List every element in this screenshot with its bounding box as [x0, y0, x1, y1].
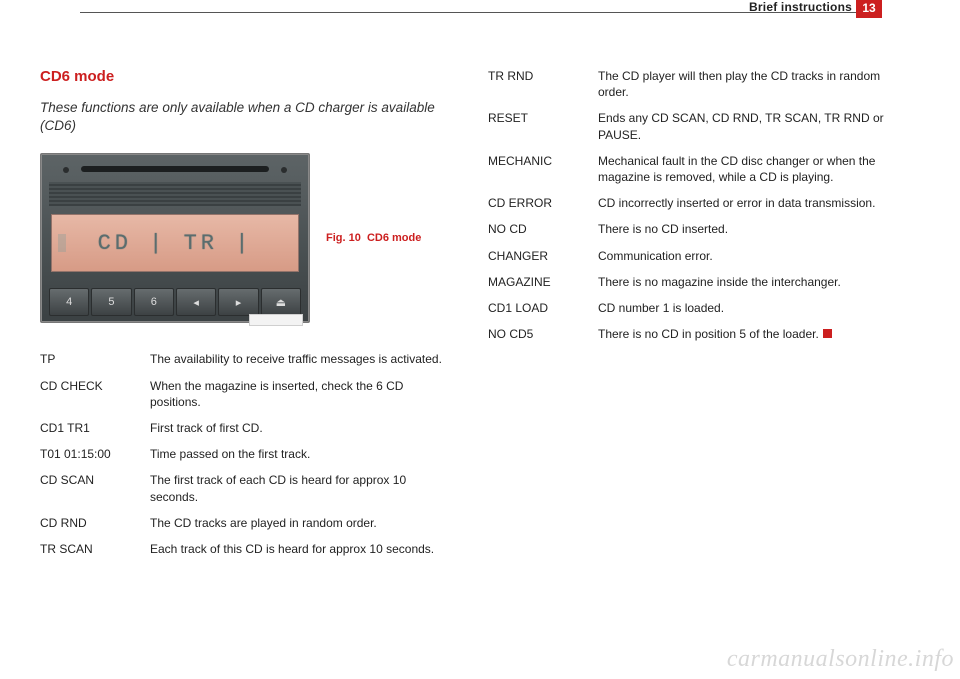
definition-term: CD SCAN — [40, 472, 150, 504]
definition-term: NO CD5 — [488, 326, 598, 342]
definition-description: CD number 1 is loaded. — [598, 300, 900, 316]
radio-button-prev: ◂ — [176, 288, 216, 316]
definition-description: There is no CD inserted. — [598, 221, 900, 237]
definition-description: Communication error. — [598, 248, 900, 264]
content-columns: CD6 mode These functions are only availa… — [40, 28, 920, 567]
radio-button-5: 5 — [91, 288, 131, 316]
definition-row: CD1 LOADCD number 1 is loaded. — [488, 300, 900, 316]
definition-term: T01 01:15:00 — [40, 446, 150, 462]
lead-text: These functions are only available when … — [40, 99, 452, 135]
radio-button-6: 6 — [134, 288, 174, 316]
definition-description: There is no CD in position 5 of the load… — [598, 326, 900, 342]
watermark: carmanualsonline.info — [727, 646, 954, 673]
definition-description: The first track of each CD is heard for … — [150, 472, 452, 504]
definition-description: Each track of this CD is heard for appro… — [150, 541, 452, 557]
definition-row: MECHANICMechanical fault in the CD disc … — [488, 153, 900, 185]
figure-caption-label: Fig. 10 — [326, 232, 361, 244]
page-header: Brief instructions 13 — [40, 0, 920, 28]
definition-term: MECHANIC — [488, 153, 598, 185]
section-title: CD6 mode — [40, 68, 452, 85]
definition-row: CD CHECKWhen the magazine is inserted, c… — [40, 378, 452, 410]
header-section-title: Brief instructions — [749, 0, 852, 14]
cd-slot — [81, 166, 269, 172]
definition-term: TR SCAN — [40, 541, 150, 557]
definition-description: The CD player will then play the CD trac… — [598, 68, 900, 100]
right-column: TR RNDThe CD player will then play the C… — [488, 68, 900, 567]
definition-row: TR RNDThe CD player will then play the C… — [488, 68, 900, 100]
radio-figure: CD | TR | 4 5 6 ◂ ▸ ⏏ — [40, 153, 310, 323]
definition-description: CD incorrectly inserted or error in data… — [598, 195, 900, 211]
left-definition-list: TPThe availability to receive traffic me… — [40, 351, 452, 557]
definition-term: CHANGER — [488, 248, 598, 264]
definition-description: Mechanical fault in the CD disc changer … — [598, 153, 900, 185]
definition-row: NO CD5There is no CD in position 5 of th… — [488, 326, 900, 342]
definition-row: CD SCANThe first track of each CD is hea… — [40, 472, 452, 504]
definition-description: The CD tracks are played in random order… — [150, 515, 452, 531]
lcd-text: CD | TR | — [98, 231, 253, 256]
definition-description: There is no magazine inside the intercha… — [598, 274, 900, 290]
definition-term: CD RND — [40, 515, 150, 531]
definition-row: CD1 TR1First track of first CD. — [40, 420, 452, 436]
definition-description: The availability to receive traffic mess… — [150, 351, 452, 367]
end-mark-icon — [823, 329, 832, 338]
definition-description: First track of first CD. — [150, 420, 452, 436]
definition-term: RESET — [488, 110, 598, 142]
definition-row: TPThe availability to receive traffic me… — [40, 351, 452, 367]
radio-buttons-row: 4 5 6 ◂ ▸ ⏏ — [49, 288, 301, 316]
screw-left — [63, 167, 69, 173]
radio-button-next: ▸ — [218, 288, 258, 316]
definition-term: TP — [40, 351, 150, 367]
left-column: CD6 mode These functions are only availa… — [40, 68, 452, 567]
definition-term: CD1 LOAD — [488, 300, 598, 316]
definition-term: TR RND — [488, 68, 598, 100]
definition-row: NO CDThere is no CD inserted. — [488, 221, 900, 237]
page: Brief instructions 13 CD6 mode These fun… — [0, 0, 960, 679]
lcd-indicator — [58, 234, 66, 252]
definition-row: T01 01:15:00Time passed on the first tra… — [40, 446, 452, 462]
figure-caption-text: CD6 mode — [367, 232, 421, 244]
definition-term: CD CHECK — [40, 378, 150, 410]
radio-grooves — [49, 182, 301, 206]
definition-description: When the magazine is inserted, check the… — [150, 378, 452, 410]
figure-id-tag — [249, 314, 303, 326]
figure-row: CD | TR | 4 5 6 ◂ ▸ ⏏ Fig. 10 CD6 mode — [40, 153, 452, 323]
screw-right — [281, 167, 287, 173]
definition-term: NO CD — [488, 221, 598, 237]
lcd-display: CD | TR | — [51, 214, 299, 272]
definition-description: Time passed on the first track. — [150, 446, 452, 462]
definition-row: CD RNDThe CD tracks are played in random… — [40, 515, 452, 531]
definition-row: MAGAZINEThere is no magazine inside the … — [488, 274, 900, 290]
radio-button-eject: ⏏ — [261, 288, 301, 316]
definition-term: CD ERROR — [488, 195, 598, 211]
right-definition-list: TR RNDThe CD player will then play the C… — [488, 68, 900, 342]
definition-term: CD1 TR1 — [40, 420, 150, 436]
definition-description: Ends any CD SCAN, CD RND, TR SCAN, TR RN… — [598, 110, 900, 142]
definition-row: CD ERRORCD incorrectly inserted or error… — [488, 195, 900, 211]
radio-button-4: 4 — [49, 288, 89, 316]
definition-term: MAGAZINE — [488, 274, 598, 290]
page-number-badge: 13 — [856, 0, 882, 18]
definition-row: RESETEnds any CD SCAN, CD RND, TR SCAN, … — [488, 110, 900, 142]
figure-caption: Fig. 10 CD6 mode — [326, 231, 421, 245]
definition-row: CHANGERCommunication error. — [488, 248, 900, 264]
definition-row: TR SCANEach track of this CD is heard fo… — [40, 541, 452, 557]
